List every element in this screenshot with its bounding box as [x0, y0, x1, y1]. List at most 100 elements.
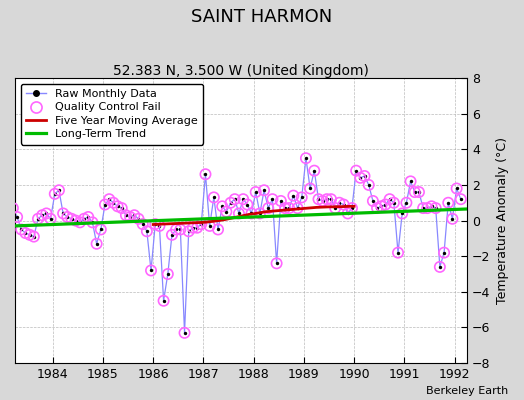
Point — [122, 212, 130, 218]
Title: 52.383 N, 3.500 W (United Kingdom): 52.383 N, 3.500 W (United Kingdom) — [113, 64, 369, 78]
Point — [189, 224, 197, 231]
Point — [314, 196, 323, 202]
Point — [361, 173, 369, 179]
Point — [386, 196, 394, 202]
Point — [386, 196, 394, 202]
Point — [143, 228, 151, 234]
Point — [361, 173, 369, 179]
Point — [34, 216, 42, 222]
Point — [222, 208, 231, 215]
Point — [75, 219, 84, 226]
Point — [155, 223, 163, 229]
Point — [289, 192, 298, 199]
Point — [352, 168, 361, 174]
Point — [71, 217, 80, 224]
Point — [67, 216, 75, 222]
Point — [344, 210, 352, 217]
Point — [302, 155, 310, 161]
Point — [285, 205, 293, 211]
Point — [247, 210, 256, 217]
Point — [46, 216, 54, 222]
Point — [222, 208, 231, 215]
Point — [80, 216, 88, 222]
Point — [323, 196, 331, 202]
Point — [84, 214, 92, 220]
Point — [319, 198, 327, 204]
Point — [410, 189, 419, 195]
Point — [302, 155, 310, 161]
Point — [210, 194, 218, 201]
Point — [1, 158, 9, 165]
Point — [117, 205, 126, 211]
Point — [75, 219, 84, 226]
Point — [193, 224, 201, 231]
Point — [285, 205, 293, 211]
Point — [205, 223, 214, 229]
Point — [256, 210, 264, 217]
Point — [138, 221, 147, 227]
Point — [260, 187, 268, 194]
Point — [356, 174, 365, 181]
Point — [63, 214, 72, 220]
Point — [256, 210, 264, 217]
Point — [277, 198, 285, 204]
Point — [55, 187, 63, 194]
Point — [134, 216, 143, 222]
Point — [180, 330, 189, 336]
Point — [180, 330, 189, 336]
Text: Berkeley Earth: Berkeley Earth — [426, 386, 508, 396]
Point — [159, 298, 168, 304]
Point — [452, 185, 461, 192]
Point — [293, 205, 302, 211]
Point — [319, 198, 327, 204]
Point — [96, 226, 105, 233]
Point — [444, 200, 452, 206]
Point — [218, 203, 226, 210]
Point — [448, 216, 456, 222]
Point — [444, 200, 452, 206]
Point — [84, 214, 92, 220]
Point — [21, 230, 30, 236]
Point — [440, 250, 448, 256]
Point — [335, 200, 344, 206]
Point — [30, 234, 38, 240]
Point — [423, 205, 431, 211]
Text: SAINT HARMON: SAINT HARMON — [191, 8, 333, 26]
Point — [264, 205, 272, 211]
Point — [402, 200, 411, 206]
Point — [176, 226, 184, 233]
Point — [17, 226, 26, 233]
Point — [34, 216, 42, 222]
Point — [277, 198, 285, 204]
Point — [373, 205, 381, 211]
Point — [117, 205, 126, 211]
Point — [147, 267, 155, 274]
Point — [235, 210, 243, 217]
Point — [407, 178, 415, 184]
Point — [151, 221, 159, 227]
Point — [327, 196, 335, 202]
Point — [268, 196, 277, 202]
Point — [197, 221, 205, 227]
Point — [456, 196, 465, 202]
Point — [373, 205, 381, 211]
Point — [314, 196, 323, 202]
Point — [398, 210, 407, 217]
Point — [289, 192, 298, 199]
Point — [168, 232, 176, 238]
Point — [293, 205, 302, 211]
Point — [340, 201, 348, 208]
Point — [13, 214, 21, 220]
Point — [377, 203, 386, 210]
Point — [415, 189, 423, 195]
Point — [201, 171, 210, 178]
Point — [159, 298, 168, 304]
Point — [176, 226, 184, 233]
Point — [231, 196, 239, 202]
Point — [105, 196, 113, 202]
Point — [9, 205, 17, 211]
Point — [109, 200, 117, 206]
Point — [163, 271, 172, 277]
Point — [226, 200, 235, 206]
Legend: Raw Monthly Data, Quality Control Fail, Five Year Moving Average, Long-Term Tren: Raw Monthly Data, Quality Control Fail, … — [20, 84, 203, 145]
